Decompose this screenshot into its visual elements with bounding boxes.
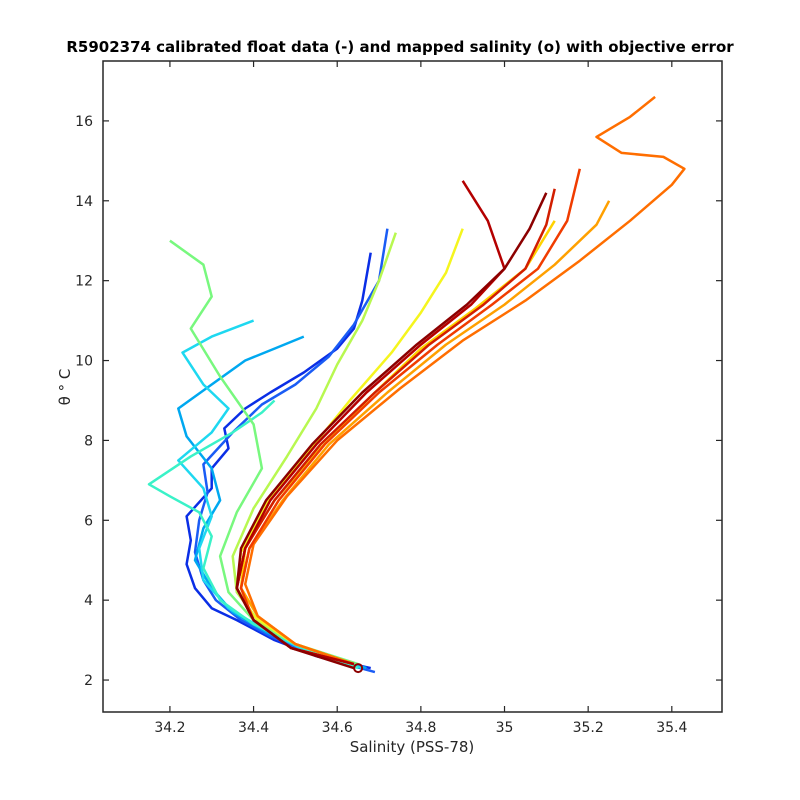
x-tick-label: 34.4 — [238, 720, 269, 736]
plot-frame — [102, 60, 723, 713]
y-tick-label: 14 — [75, 194, 93, 210]
x-tick-label: 35.4 — [656, 720, 687, 736]
y-tick-label: 16 — [75, 114, 93, 130]
mapped-salinity-point — [353, 663, 364, 674]
y-tick-label: 10 — [75, 354, 93, 370]
plot-area — [103, 61, 722, 712]
y-tick-label: 8 — [84, 433, 93, 449]
y-tick-label: 12 — [75, 274, 93, 290]
y-axis-label: θ ° C — [56, 369, 74, 406]
x-axis-label: Salinity (PSS-78) — [350, 738, 475, 756]
series-line-5 — [147, 399, 359, 670]
x-tick-label: 34.8 — [405, 720, 436, 736]
chart-title: R5902374 calibrated float data (-) and m… — [66, 38, 734, 56]
x-tick-label: 35.2 — [573, 720, 604, 736]
x-tick-label: 34.2 — [154, 720, 185, 736]
series-line-2 — [193, 228, 389, 674]
x-tick-label: 35 — [496, 720, 514, 736]
series-layer — [147, 95, 686, 674]
series-line-15 — [235, 192, 548, 670]
axis-ticks: 34.2 34.4 34.6 34.8 35 35.2 35.4 2 4 6 8 10 12 14 16 — [75, 61, 722, 736]
x-tick-label: 34.6 — [322, 720, 353, 736]
y-tick-label: 4 — [84, 593, 93, 609]
y-tick-label: 2 — [84, 673, 93, 689]
y-tick-label: 6 — [84, 513, 93, 529]
series-line-11 — [243, 95, 686, 666]
